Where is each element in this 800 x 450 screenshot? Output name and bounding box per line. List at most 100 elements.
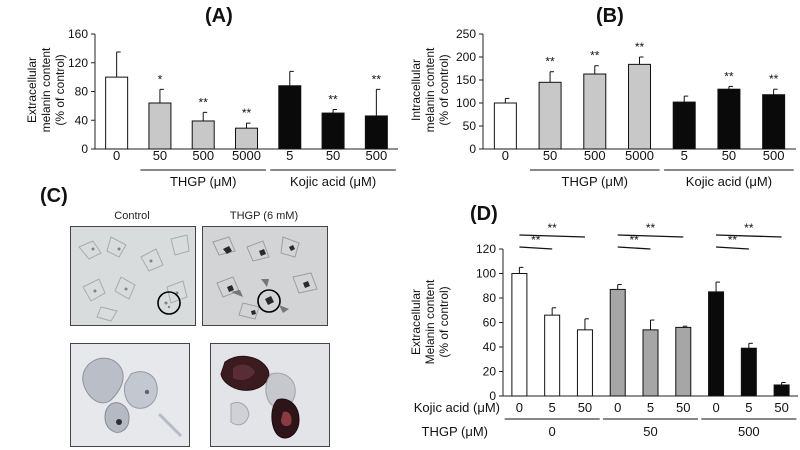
y-axis-label-line: (% of control): [437, 54, 451, 125]
y-tick-label: 60: [483, 316, 497, 330]
y-axis-label-line: (% of control): [53, 54, 67, 125]
micrograph-control-label: Control: [114, 210, 150, 222]
micrograph-treated-overview: [202, 226, 328, 326]
significance-mark: **: [769, 72, 779, 86]
significance-mark: **: [199, 95, 209, 109]
y-tick-label: 200: [456, 50, 476, 64]
bracket-label: **: [531, 233, 541, 247]
bar: [762, 94, 786, 150]
significance-mark: *: [158, 72, 163, 86]
y-tick-label: 100: [476, 267, 496, 281]
bar: [105, 76, 129, 150]
significance-mark: **: [635, 40, 645, 54]
y-tick-label: 120: [476, 242, 496, 256]
y-tick-label: 100: [456, 96, 476, 110]
comparison-bracket: [617, 246, 651, 250]
y-tick-label: 40: [483, 340, 497, 354]
y-tick-label: 0: [81, 142, 88, 156]
micrograph-control-overview: [70, 226, 196, 326]
y-axis-label-line: Extracellular: [25, 57, 39, 123]
bracket-label: **: [547, 221, 557, 235]
micrograph-control-zoom: [70, 343, 190, 447]
y-tick-label: 0: [489, 389, 496, 403]
bar: [235, 127, 258, 150]
panel-label-c: (C): [40, 185, 68, 207]
bar: [364, 115, 388, 150]
category-label: 5000: [232, 148, 261, 163]
row-label-kojic: Kojic acid (μM): [414, 400, 500, 415]
category-label: 50: [774, 400, 788, 415]
group-label: Kojic acid (μM): [686, 174, 772, 189]
category-label: 5: [549, 400, 556, 415]
category-label: 0: [516, 400, 523, 415]
group-label: Kojic acid (μM): [290, 174, 376, 189]
category-label: 5: [286, 148, 293, 163]
panel-label-b: (B): [596, 5, 624, 27]
group-label: THGP (μM): [170, 174, 236, 189]
y-axis-label-line: melanin content: [39, 47, 53, 132]
category-label: 50: [578, 400, 592, 415]
y-tick-label: 160: [68, 27, 88, 41]
category-label: 50: [722, 148, 736, 163]
y-axis-label: Intracellular melanin content (% of contro…: [409, 47, 451, 132]
bar: [191, 120, 215, 150]
chart-extracellular-melanin-a: Extracellular melanin content (% of contro…: [25, 27, 398, 189]
bar: [321, 112, 345, 150]
bar: [642, 329, 659, 397]
y-tick-label: 250: [456, 27, 476, 41]
group-label: 50: [643, 424, 657, 439]
category-label: 0: [614, 400, 621, 415]
bar: [493, 102, 517, 150]
significance-mark: **: [372, 72, 382, 86]
category-label: 500: [192, 148, 214, 163]
category-label: 5: [681, 148, 688, 163]
y-axis-label-line: (% of control): [437, 286, 451, 357]
bar: [675, 326, 692, 397]
category-label: 500: [366, 148, 388, 163]
bar: [538, 81, 562, 150]
bar: [544, 314, 561, 397]
bracket-label: **: [728, 233, 738, 247]
panel-label-a: (A): [205, 5, 233, 27]
row-label-thgp: THGP (μM): [422, 424, 488, 439]
category-label: 500: [763, 148, 785, 163]
chart-intracellular-melanin-b: Intracellular melanin content (% of contro…: [409, 27, 796, 189]
y-tick-label: 40: [75, 113, 89, 127]
y-tick-label: 80: [483, 291, 497, 305]
category-label: 5000: [625, 148, 654, 163]
category-label: 50: [676, 400, 690, 415]
bar: [672, 101, 696, 150]
y-tick-label: 0: [469, 142, 476, 156]
micrograph-treated-zoom: [210, 343, 330, 447]
category-label: 0: [502, 148, 509, 163]
category-label: 50: [543, 148, 557, 163]
bar: [717, 88, 741, 150]
bar: [583, 73, 607, 150]
micrograph-treated-label: THGP (6 mM): [229, 210, 299, 222]
bar: [708, 291, 725, 397]
category-label: 0: [712, 400, 719, 415]
y-tick-label: 120: [68, 56, 88, 70]
group-label: 0: [549, 424, 556, 439]
group-label: 500: [738, 424, 760, 439]
y-tick-label: 80: [75, 85, 89, 99]
group-label: THGP (μM): [562, 174, 628, 189]
y-tick-label: 20: [483, 365, 497, 379]
category-label: 5: [745, 400, 752, 415]
y-tick-label: 50: [463, 119, 477, 133]
bracket-label: **: [629, 233, 639, 247]
category-label: 50: [326, 148, 340, 163]
comparison-bracket: [617, 234, 684, 238]
category-label: 0: [113, 148, 120, 163]
bar: [740, 347, 757, 397]
y-axis-label-line: melanin content: [423, 47, 437, 132]
comparison-bracket: [716, 234, 782, 238]
panel-label-d: (D): [470, 203, 498, 225]
chart-extracellular-melanin-d: Extracellular Melanin content (% of contro…: [409, 221, 798, 439]
significance-mark: **: [545, 55, 555, 69]
bar: [148, 102, 172, 150]
bar: [609, 288, 626, 397]
y-axis-label-line: Extracellular: [409, 289, 423, 355]
y-axis-label-line: Melanin content: [423, 279, 437, 364]
bar: [511, 273, 528, 397]
